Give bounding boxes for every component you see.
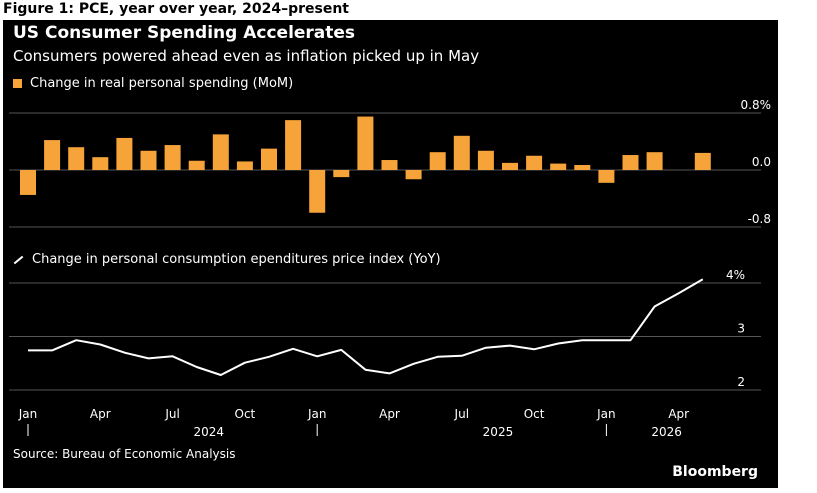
legend-bar-swatch xyxy=(13,79,22,88)
spending-bar xyxy=(68,147,85,170)
legend-pce: Change in personal consumption ependitur… xyxy=(13,252,441,267)
x-month-label: Oct xyxy=(235,407,256,421)
legend-spending-label: Change in real personal spending (MoM) xyxy=(30,76,294,91)
spending-bar xyxy=(598,170,615,183)
spending-bar xyxy=(405,170,422,180)
spending-bar xyxy=(622,155,639,170)
chart-svg: 0.8% 0.0 -0.8 4% 3 2 Jan Apr Jul Oct Jan Apr Jul Oct J… xyxy=(9,98,772,439)
bar-y-tick-label: 0.8% xyxy=(741,98,772,112)
pce-line xyxy=(28,278,704,376)
spending-bar xyxy=(236,161,253,170)
x-year-label: 2024 xyxy=(193,425,224,439)
legend-spending: Change in real personal spending (MoM) xyxy=(13,76,293,91)
x-month-label: Oct xyxy=(524,407,545,421)
spending-bar xyxy=(357,116,374,170)
chart-title: US Consumer Spending Accelerates xyxy=(13,23,356,43)
bar-y-tick-label: 0.0 xyxy=(752,155,771,169)
x-month-label: Jan xyxy=(18,407,38,421)
spending-bar xyxy=(574,165,591,170)
spending-bar xyxy=(333,170,350,178)
spending-bar xyxy=(646,152,663,170)
x-year-label: 2026 xyxy=(651,425,682,439)
bloomberg-logo: Bloomberg xyxy=(672,464,758,480)
spending-bar xyxy=(526,155,543,170)
spending-bar xyxy=(20,170,36,195)
spending-bar xyxy=(188,160,205,170)
chart-subtitle: Consumers powered ahead even as inflatio… xyxy=(13,47,480,65)
spending-bar xyxy=(429,152,446,170)
spending-bar xyxy=(477,150,494,170)
spending-bar xyxy=(44,140,61,170)
source-note: Source: Bureau of Economic Analysis xyxy=(13,447,236,461)
spending-bar xyxy=(140,150,157,170)
bar-y-tick-label: -0.8 xyxy=(748,212,771,226)
x-month-label: Jul xyxy=(164,407,179,421)
x-month-label: Apr xyxy=(379,407,400,421)
x-month-label: Apr xyxy=(90,407,111,421)
spending-bar xyxy=(309,170,326,213)
line-y-tick-label: 3 xyxy=(737,322,745,336)
spending-bar xyxy=(285,120,302,170)
spending-bar xyxy=(550,163,567,170)
legend-pce-label: Change in personal consumption ependitur… xyxy=(32,252,441,267)
spending-bar xyxy=(261,148,277,170)
x-year-label: 2025 xyxy=(483,425,514,439)
x-month-label: Jul xyxy=(454,407,469,421)
chart-panel: US Consumer Spending Accelerates Consume… xyxy=(3,20,778,488)
spending-bar xyxy=(453,135,470,170)
x-month-label: Jan xyxy=(307,407,327,421)
x-month-label: Jan xyxy=(596,407,616,421)
spending-bar xyxy=(212,134,229,170)
spending-bar xyxy=(164,145,181,170)
spending-bar xyxy=(92,157,109,170)
line-y-tick-label: 2 xyxy=(737,375,745,389)
spending-bar xyxy=(381,160,398,170)
x-month-label: Apr xyxy=(668,407,689,421)
spending-bar xyxy=(116,137,133,170)
figure-caption: Figure 1: PCE, year over year, 2024–pres… xyxy=(3,1,349,17)
line-y-tick-label: 4% xyxy=(726,268,745,282)
spending-bar xyxy=(502,162,518,170)
spending-bar xyxy=(694,152,711,170)
